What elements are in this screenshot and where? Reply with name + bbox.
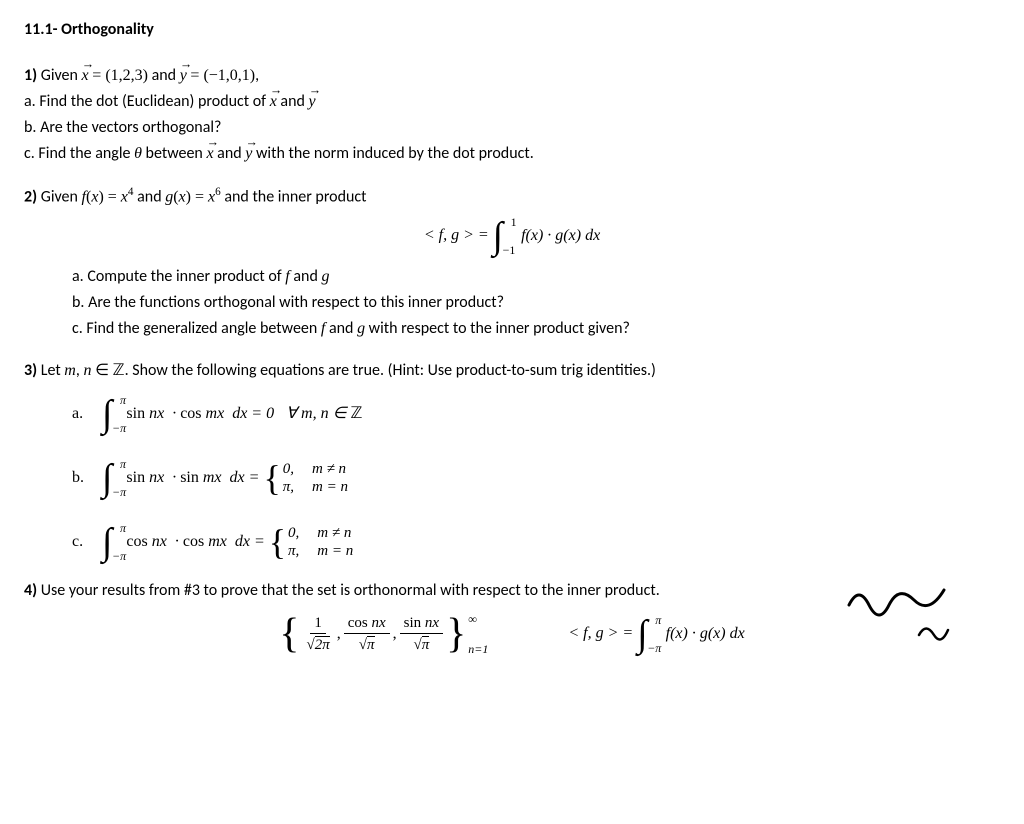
- problem-3-equations: a. ∫ π −π sin nx · cos mx dx = 0 ∀ m, n …: [24, 395, 1000, 561]
- integral-icon: ∫ π −π: [637, 615, 647, 653]
- problem-2: 2) Given f(x) = x4 and g(x) = x6 and the…: [24, 184, 1000, 341]
- scribble-annotation-icon: [844, 580, 964, 650]
- integrand: f(x) · g(x) dx: [521, 227, 600, 244]
- y-vector-value: (−1,0,1): [203, 67, 255, 84]
- integral-icon: ∫ π −π: [102, 523, 112, 561]
- problem-1-num: 1): [24, 66, 37, 85]
- section-title-text: Orthogonality: [61, 20, 154, 39]
- problem-2-given: 2) Given f(x) = x4 and g(x) = x6 and the…: [24, 184, 1000, 209]
- set-item-3: sin nx √π: [400, 616, 443, 653]
- integral-icon: ∫ 1 −1: [493, 217, 503, 255]
- problem-3-given: 3) Let m, n ∈ ℤ. Show the following equa…: [24, 359, 1000, 383]
- problem-3c: c. ∫ π −π cos nx · cos mx dx = { 0,m ≠ n…: [72, 523, 1000, 561]
- problem-4-inner-product: < f, g > = ∫ π −π f(x) · g(x) dx: [568, 615, 744, 653]
- section-number: 11.1: [24, 20, 53, 39]
- problem-4-num: 4): [24, 581, 37, 600]
- section-title: 11.1- Orthogonality: [24, 18, 1000, 42]
- vector-y: y: [180, 64, 187, 88]
- integral-icon: ∫ π −π: [102, 459, 112, 497]
- vector-x: x: [82, 64, 89, 88]
- set-item-2: cos nx √π: [344, 616, 390, 653]
- orthonormal-set: { 1 √2π , cos nx √π , sin nx √π } ∞ n=1: [279, 613, 488, 655]
- problem-3-num: 3): [24, 361, 37, 380]
- problem-1b: b. Are the vectors orthogonal?: [24, 116, 1000, 140]
- problem-3b: b. ∫ π −π sin nx · sin mx dx = { 0,m ≠ n…: [72, 459, 1000, 497]
- ip-lhs: < f, g > =: [424, 227, 493, 244]
- problem-1a: a. Find the dot (Euclidean) product of x…: [24, 90, 1000, 114]
- problem-1: 1) Given x = (1,2,3) and y = (−1,0,1), a…: [24, 64, 1000, 166]
- problem-2a: a. Compute the inner product of f and g: [72, 265, 1000, 289]
- problem-2-inner-product-def: < f, g > = ∫ 1 −1 f(x) · g(x) dx: [24, 217, 1000, 255]
- problem-2b: b. Are the functions orthogonal with res…: [72, 291, 1000, 315]
- problem-3a: a. ∫ π −π sin nx · cos mx dx = 0 ∀ m, n …: [72, 395, 1000, 433]
- integral-icon: ∫ π −π: [102, 395, 112, 433]
- problem-2-num: 2): [24, 187, 37, 206]
- set-item-1: 1 √2π: [302, 616, 333, 653]
- problem-1-given: 1) Given x = (1,2,3) and y = (−1,0,1),: [24, 64, 1000, 88]
- x-vector-value: (1,2,3): [105, 67, 148, 84]
- problem-2c: c. Find the generalized angle between f …: [72, 317, 1000, 341]
- problem-3: 3) Let m, n ∈ ℤ. Show the following equa…: [24, 359, 1000, 561]
- problem-1c: c. Find the angle θ between x and y with…: [24, 142, 1000, 166]
